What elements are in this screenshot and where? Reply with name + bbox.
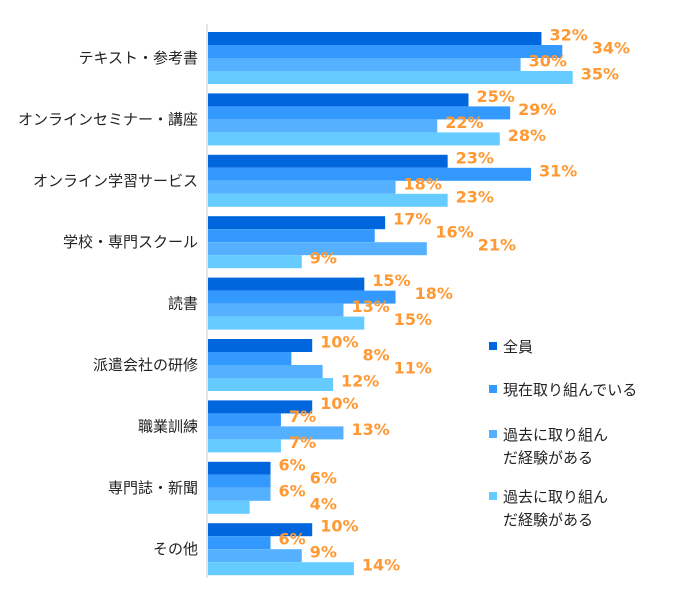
bar (208, 316, 365, 330)
data-label: 13% (351, 297, 389, 316)
legend-swatch (489, 492, 497, 500)
category-label: 読書 (168, 295, 198, 313)
legend-swatch (489, 385, 497, 393)
legend-label: 過去に取り組ん (503, 488, 608, 506)
category-label: 専門誌・新聞 (108, 479, 198, 497)
data-label: 15% (372, 271, 410, 290)
legend-label: 過去に取り組ん (503, 426, 608, 444)
data-label: 9% (310, 543, 337, 562)
data-label: 21% (478, 236, 516, 255)
data-label: 6% (279, 530, 306, 549)
data-label: 10% (320, 517, 358, 536)
bar (208, 339, 313, 352)
data-label: 28% (508, 126, 546, 145)
bar (208, 71, 573, 84)
legend-label-cont: だ経験がある (503, 511, 593, 529)
bar (208, 461, 271, 475)
data-label: 34% (592, 39, 630, 58)
bar (208, 549, 302, 563)
data-label: 18% (404, 174, 442, 193)
data-label: 23% (456, 148, 494, 167)
bar (208, 106, 511, 120)
bar (208, 487, 271, 501)
category-label: テキスト・参考書 (78, 49, 198, 67)
data-label: 7% (289, 407, 316, 426)
bar (208, 193, 448, 207)
data-label: 31% (539, 161, 577, 180)
bar (208, 277, 365, 291)
data-label: 12% (341, 372, 379, 391)
bar (208, 365, 323, 378)
data-label: 10% (320, 394, 358, 413)
data-label: 22% (445, 113, 483, 132)
category-label: オンラインセミナー・講座 (18, 110, 198, 128)
data-label: 10% (320, 333, 358, 352)
data-label: 11% (394, 359, 432, 378)
category-label: その他 (153, 540, 198, 558)
data-label: 14% (362, 556, 400, 575)
bar (208, 132, 500, 146)
bar (208, 474, 271, 488)
bar (208, 523, 313, 537)
bar (208, 536, 271, 550)
legend-label-cont: だ経験がある (503, 449, 593, 467)
bar (208, 45, 563, 58)
legend-label: 全員 (503, 338, 533, 356)
data-label: 23% (456, 187, 494, 206)
category-label: 学校・専門スクール (63, 233, 198, 251)
bar (208, 216, 386, 230)
bar (208, 378, 334, 391)
bar (208, 303, 344, 317)
bar (208, 255, 302, 269)
data-label: 15% (394, 310, 432, 329)
data-label: 6% (310, 468, 337, 487)
data-label: 4% (310, 494, 337, 513)
bar (208, 167, 532, 181)
bar (208, 180, 396, 194)
data-label: 25% (477, 87, 515, 106)
data-label: 8% (362, 346, 389, 365)
bar (208, 400, 313, 414)
bar (208, 500, 250, 514)
data-label: 7% (289, 433, 316, 452)
bar (208, 562, 354, 576)
bar (208, 352, 292, 365)
data-label: 16% (435, 223, 473, 242)
data-label: 13% (351, 420, 389, 439)
data-label: 29% (518, 100, 556, 119)
bar (208, 242, 427, 256)
bar (208, 290, 396, 304)
bar (208, 413, 281, 427)
legend-swatch (489, 430, 497, 438)
legend-swatch (489, 342, 497, 350)
category-label: 職業訓練 (138, 417, 198, 435)
data-label: 17% (393, 210, 431, 229)
data-label: 32% (549, 26, 587, 45)
data-label: 30% (529, 52, 567, 71)
bar (208, 229, 375, 243)
bar (208, 154, 448, 168)
bar (208, 58, 521, 71)
data-label: 6% (279, 455, 306, 474)
bar (208, 93, 469, 107)
category-label: 派遣会社の研修 (93, 356, 198, 374)
bar (208, 439, 281, 453)
data-label: 35% (581, 65, 619, 84)
bar (208, 119, 438, 133)
legend-label: 現在取り組んでいる (503, 381, 637, 399)
category-label: オンライン学習サービス (33, 172, 198, 190)
bar (208, 32, 542, 45)
data-label: 18% (415, 284, 453, 303)
bar (208, 426, 344, 440)
data-label: 6% (279, 481, 306, 500)
data-label: 9% (310, 249, 337, 268)
